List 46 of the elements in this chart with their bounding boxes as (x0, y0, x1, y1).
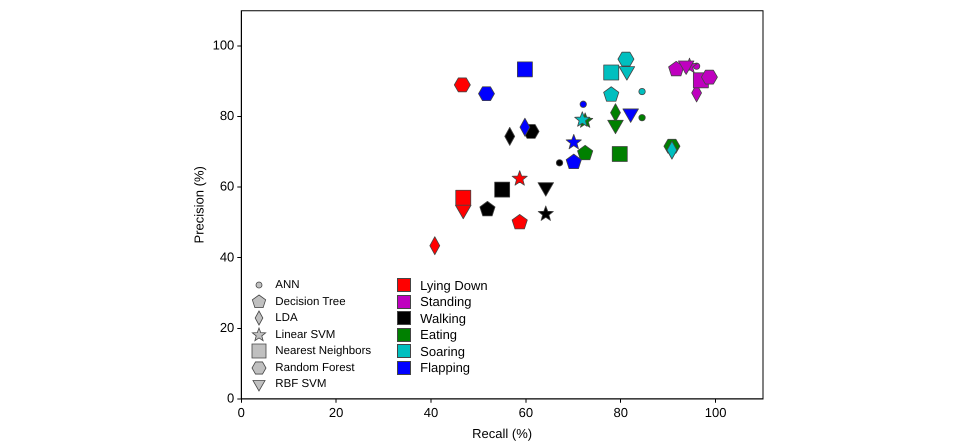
point (566, 134, 582, 150)
point (494, 182, 510, 198)
y-axis-title: Precision (%) (191, 166, 206, 244)
point (612, 146, 628, 162)
point (478, 86, 495, 102)
legend-label: Soaring (420, 344, 465, 359)
y-tick-label: 80 (220, 108, 234, 124)
annotation: Nearest Neighbors (275, 345, 372, 358)
y-tick-label: 60 (220, 178, 234, 194)
annotation: RBF SVM (275, 378, 326, 390)
point (454, 78, 471, 92)
annotation: Decision Tree (275, 296, 346, 308)
legend-label: Standing (420, 294, 472, 310)
point (701, 70, 718, 84)
x-axis-title: Recall (%) (472, 426, 532, 441)
point (538, 206, 554, 221)
y-tick-label: 40 (220, 249, 234, 264)
annotation: Random Forest (275, 362, 355, 374)
point (577, 144, 594, 160)
point (566, 154, 582, 169)
y-tick-label: 100 (212, 38, 234, 53)
point (618, 52, 634, 66)
x-tick-label: 100 (704, 405, 726, 420)
annotation: ANN (275, 279, 300, 292)
legend-label: Flapping (420, 360, 470, 376)
point (479, 200, 496, 216)
point (512, 170, 528, 186)
legend-label: Walking (420, 310, 466, 326)
y-tick-label: 20 (220, 320, 234, 335)
x-tick-label: 0 (238, 405, 245, 420)
point (512, 214, 528, 230)
point (603, 64, 620, 80)
x-tick-label: 80 (613, 405, 628, 420)
legend-label: Eating (420, 327, 458, 342)
x-tick-label: 40 (424, 405, 438, 420)
y-tick-label: 0 (227, 390, 234, 406)
point (455, 190, 472, 206)
x-tick-label: 60 (518, 405, 534, 420)
point (603, 86, 620, 102)
point (668, 60, 684, 76)
legend-label: Lying Down (420, 278, 488, 293)
point (517, 61, 533, 78)
x-tick-label: 20 (328, 405, 344, 420)
annotation: LDA (275, 312, 298, 324)
annotation: Linear SVM (275, 328, 336, 341)
point (574, 111, 590, 127)
